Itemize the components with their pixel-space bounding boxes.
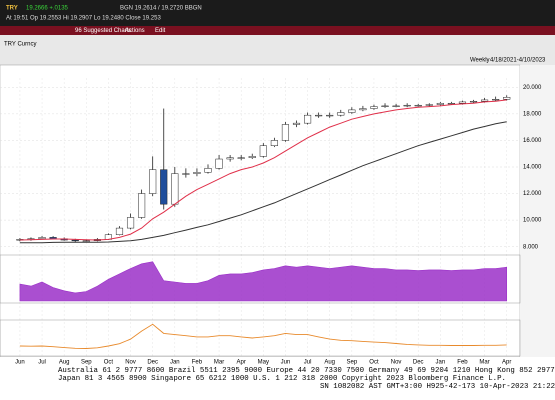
footer-line: Japan 81 3 4565 8900 Singapore 65 6212 1… [58, 375, 506, 383]
x-tick-label: Jun [281, 360, 291, 366]
candle-body [458, 101, 467, 104]
x-tick-label: Aug [324, 360, 335, 366]
x-tick-label: Dec [413, 360, 424, 366]
candle-body [414, 104, 422, 107]
candle-body [215, 158, 223, 169]
ticker: TRY [6, 6, 18, 12]
candle-body [392, 105, 400, 107]
indicator-area [19, 261, 508, 302]
candle-body [469, 100, 478, 103]
plot-area [0, 64, 521, 358]
security: TRY Curncy [4, 42, 36, 48]
toolbar-item[interactable]: Actions [125, 28, 145, 34]
bid-ask: BGN 19.2614 / 19.2720 BBGN [120, 6, 202, 12]
candle-body [370, 106, 378, 109]
candle-body [481, 99, 489, 102]
candle-body [425, 104, 433, 106]
x-tick-label: Nov [391, 360, 402, 366]
date-range[interactable]: 4/18/2021-4/10/2023 [490, 58, 546, 64]
y-tick-label: 10.000 [523, 218, 542, 224]
x-tick-label: Jun [15, 360, 25, 366]
x-tick-label: Mar [479, 360, 489, 366]
candle-body [115, 227, 124, 235]
candle-body [82, 240, 90, 242]
y-tick-label: 20.000 [523, 85, 542, 91]
x-tick-label: Feb [192, 360, 203, 366]
moving-average [19, 99, 507, 241]
candle-body [326, 114, 334, 117]
x-tick-label: Oct [104, 360, 114, 366]
candle-body [259, 145, 267, 157]
footer-line: Australia 61 2 9777 8600 Brazil 5511 239… [58, 367, 555, 375]
toolbar-item[interactable]: 96 Suggested Charts [75, 28, 131, 34]
moving-average [19, 121, 507, 244]
x-tick-label: Oct [369, 360, 379, 366]
candle-body [492, 99, 500, 101]
candle-body [292, 122, 301, 125]
axis-strip [520, 65, 555, 357]
x-tick-label: Jan [435, 360, 445, 366]
candle-body [138, 193, 146, 218]
y-tick-label: 16.000 [523, 138, 542, 144]
x-tick-label: Nov [125, 360, 136, 366]
candle-body [71, 239, 79, 242]
footer-line: SN 1082082 AST GMT+3:00 H925-42-173 10-A… [320, 383, 555, 391]
candle-body [237, 157, 245, 159]
candle-body [193, 172, 201, 174]
candle-body [337, 112, 345, 116]
x-tick-label: Dec [147, 360, 158, 366]
y-tick-label: 8.000 [523, 244, 539, 250]
candle-body [160, 169, 168, 205]
x-tick-label: Apr [237, 360, 246, 366]
panel-frame [0, 319, 521, 357]
y-tick-label: 14.000 [523, 165, 542, 171]
candle-body [348, 109, 356, 113]
x-tick-label: Apr [502, 360, 511, 366]
candle-body [204, 168, 212, 173]
quote: 19.2666 +.0135 [26, 6, 69, 12]
x-tick-label: Feb [457, 360, 468, 366]
candle-body [403, 104, 411, 107]
x-tick-label: Jul [304, 360, 312, 366]
candle-body [38, 237, 46, 239]
candle-body [126, 217, 135, 229]
candle-body [503, 97, 511, 100]
toolbar-item[interactable]: Edit [155, 28, 166, 34]
candle-body [436, 102, 444, 105]
candle-body [182, 173, 190, 175]
footer-area [0, 357, 555, 400]
x-tick-label: Jul [38, 360, 46, 366]
quote-detail: At 19:51 Op 19.2553 Hi 19.2907 Lo 19.248… [6, 16, 161, 22]
candle-body [149, 169, 157, 194]
candle-body [315, 114, 323, 117]
x-tick-label: Sep [81, 360, 92, 366]
panel-frame [0, 254, 521, 304]
y-tick-label: 18.000 [523, 111, 542, 117]
x-tick-label: Aug [59, 360, 70, 366]
x-tick-label: Mar [214, 360, 224, 366]
candle-body [381, 105, 389, 107]
controls [0, 35, 555, 65]
x-tick-label: Jan [170, 360, 180, 366]
toolbar [0, 26, 555, 35]
candle-body [304, 114, 312, 124]
candle-body [248, 156, 256, 158]
candle-body [226, 157, 234, 160]
x-tick-label: Sep [346, 360, 357, 366]
candle-body [359, 108, 367, 111]
candle-body [270, 140, 278, 146]
indicator-line [19, 323, 507, 349]
y-tick-label: 12.000 [523, 191, 542, 197]
x-tick-label: May [258, 360, 269, 366]
candle-body [281, 124, 290, 141]
candle-body [447, 102, 455, 105]
candle-body [171, 173, 179, 205]
period[interactable]: Weekly [470, 58, 490, 64]
